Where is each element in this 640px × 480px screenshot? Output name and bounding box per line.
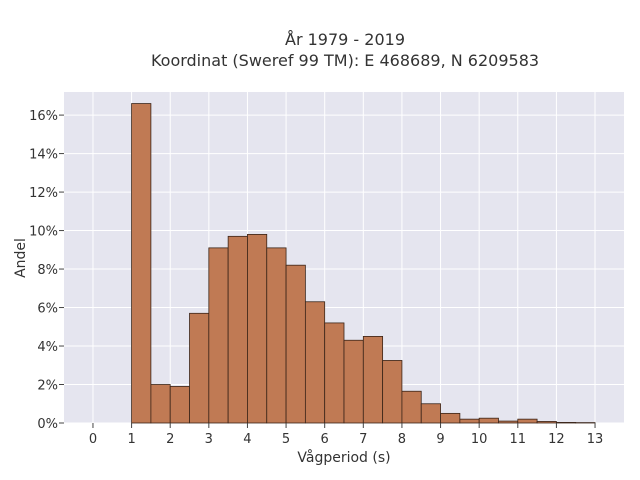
y-tick-label-7: 14% — [29, 148, 58, 163]
histogram-bar-7 — [227, 235, 248, 424]
x-tick-label-2: 2 — [166, 432, 174, 447]
x-tick-label-5: 5 — [282, 432, 290, 447]
x-axis-ticks: 0 1 2 3 4 5 6 7 8 9 10 11 12 13 — [89, 423, 603, 447]
x-tick-label-9: 9 — [436, 432, 444, 447]
histogram-bar-8 — [247, 234, 268, 424]
histogram-bar-4 — [169, 386, 190, 424]
histogram-bar-23 — [536, 421, 557, 424]
histogram-bar-11 — [304, 301, 326, 424]
x-tick-label-0: 0 — [89, 432, 97, 447]
histogram-bar-19 — [459, 418, 480, 424]
histogram-bar-14 — [362, 336, 384, 424]
histogram-bar-13 — [343, 339, 364, 424]
x-tick-label-10: 10 — [471, 432, 488, 447]
y-tick-label-2: 4% — [37, 340, 58, 355]
x-tick-label-12: 12 — [548, 432, 565, 447]
histogram-bar-22 — [517, 418, 538, 424]
chart-title-line1: År 1979 - 2019 — [285, 30, 405, 49]
x-tick-label-3: 3 — [205, 432, 213, 447]
histogram-bar-15 — [382, 360, 403, 424]
x-tick-label-6: 6 — [321, 432, 329, 447]
histogram-bar-5 — [189, 312, 210, 424]
histogram-bar-9 — [266, 247, 287, 424]
x-axis-label: Vågperiod (s) — [297, 449, 390, 466]
x-tick-label-8: 8 — [398, 432, 406, 447]
histogram-bar-24 — [556, 422, 577, 424]
y-axis-label: Andel — [13, 238, 29, 278]
x-tick-label-13: 13 — [587, 432, 604, 447]
histogram-bar-12 — [324, 322, 345, 424]
x-tick-label-4: 4 — [243, 432, 251, 447]
x-tick-label-7: 7 — [359, 432, 367, 447]
y-tick-label-0: 0% — [37, 417, 58, 432]
y-axis-ticks: 0% 2% 4% 6% 8% 10% 12% 14% 16% — [29, 109, 64, 432]
bars — [131, 103, 596, 424]
x-tick-label-11: 11 — [510, 432, 527, 447]
y-tick-label-5: 10% — [29, 225, 58, 240]
histogram-bar-10 — [285, 264, 306, 424]
x-tick-label-1: 1 — [127, 432, 135, 447]
y-tick-label-6: 12% — [29, 186, 58, 201]
chart-title-line2: Koordinat (Sweref 99 TM): E 468689, N 62… — [151, 51, 539, 70]
y-tick-label-3: 6% — [37, 302, 58, 317]
histogram-bar-3 — [150, 384, 171, 424]
histogram-bar-18 — [440, 412, 461, 424]
y-tick-label-8: 16% — [29, 109, 58, 124]
histogram-bar-2 — [131, 103, 152, 424]
y-tick-label-1: 2% — [37, 379, 58, 394]
histogram-bar-17 — [420, 403, 441, 424]
histogram-bar-20 — [478, 417, 499, 424]
histogram-bar-6 — [208, 247, 229, 424]
y-tick-label-4: 8% — [37, 263, 58, 278]
histogram-bar-21 — [498, 420, 519, 424]
histogram-bar-16 — [401, 390, 422, 424]
